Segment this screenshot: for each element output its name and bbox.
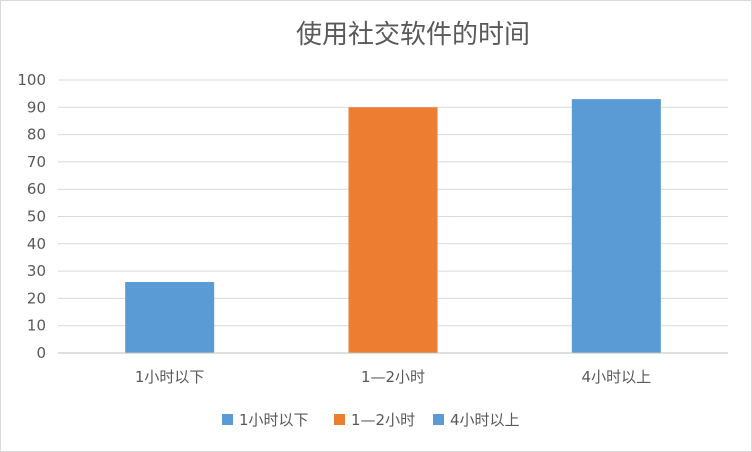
x-axis-categories: 1小时以下 1—2小时 4小时以上	[135, 368, 651, 386]
legend-swatch	[222, 414, 233, 425]
y-tick-label: 20	[27, 289, 46, 307]
x-category-label: 1小时以下	[135, 368, 205, 386]
y-tick-label: 100	[17, 71, 46, 89]
chart-title: 使用社交软件的时间	[296, 20, 530, 50]
y-tick-label: 50	[27, 208, 46, 226]
y-tick-label: 10	[27, 317, 46, 335]
y-tick-label: 30	[27, 262, 46, 280]
legend-swatch	[433, 414, 444, 425]
legend: 1小时以下 1—2小时 4小时以上	[222, 411, 520, 429]
y-tick-label: 0	[36, 344, 46, 362]
y-tick-label: 60	[27, 180, 46, 198]
y-tick-label: 40	[27, 235, 46, 253]
x-category-label: 1—2小时	[361, 368, 425, 386]
y-tick-label: 90	[27, 98, 46, 116]
legend-label: 4小时以上	[450, 411, 520, 429]
bar	[348, 107, 438, 353]
legend-swatch	[334, 414, 345, 425]
legend-label: 1小时以下	[239, 411, 309, 429]
bar	[571, 99, 661, 353]
bars	[125, 99, 661, 353]
y-tick-label: 70	[27, 153, 46, 171]
x-category-label: 4小时以上	[582, 368, 652, 386]
y-tick-label: 80	[27, 126, 46, 144]
bar	[125, 282, 215, 353]
legend-label: 1—2小时	[351, 411, 415, 429]
y-axis-ticks: 0 10 20 30 40 50 60 70 80 90 100	[17, 71, 46, 362]
